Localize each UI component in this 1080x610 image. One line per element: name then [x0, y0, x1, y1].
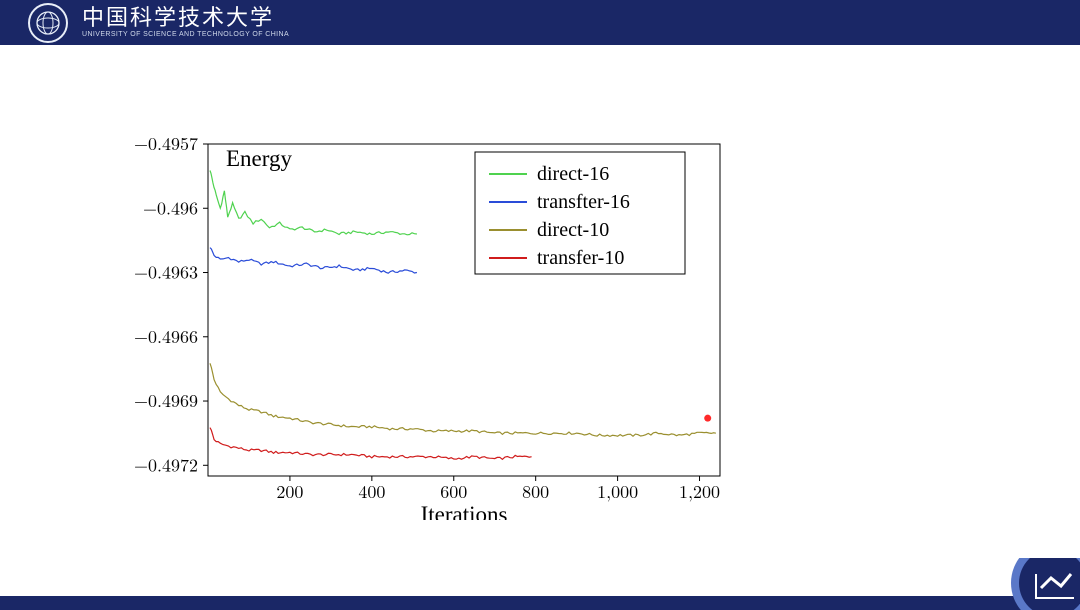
legend-label: transfer-10: [537, 247, 624, 269]
legend-label: transfter-16: [537, 191, 630, 213]
pointer-dot: [704, 415, 711, 422]
ustc-logo: [28, 3, 68, 43]
chart-xlabel: Iterations: [421, 502, 508, 520]
y-tick-label: −0.4957: [134, 131, 198, 156]
x-tick-label: 1,000: [597, 479, 638, 504]
chart-ylabel: Energy: [226, 146, 293, 171]
legend-label: direct-10: [537, 219, 609, 241]
y-tick-label: −0.4966: [134, 324, 198, 349]
y-tick-label: −0.4972: [134, 452, 198, 477]
footer-bar: [0, 596, 1080, 610]
banner-title-en: UNIVERSITY OF SCIENCE AND TECHNOLOGY OF …: [82, 31, 289, 38]
header-banner: 中国科学技术大学 UNIVERSITY OF SCIENCE AND TECHN…: [0, 0, 1080, 45]
banner-titles: 中国科学技术大学 UNIVERSITY OF SCIENCE AND TECHN…: [82, 7, 289, 38]
legend-label: direct-16: [537, 163, 609, 185]
x-tick-label: 800: [522, 479, 549, 504]
x-tick-label: 1,200: [679, 479, 720, 504]
y-tick-label: −0.4963: [134, 260, 198, 285]
y-tick-label: −0.496: [143, 195, 198, 220]
y-tick-label: −0.4969: [134, 388, 198, 413]
x-tick-label: 400: [358, 479, 385, 504]
energy-chart: 200 400 600 800 1,000 1,200 −0.4957 −0.496 −0.49…: [120, 130, 740, 520]
x-tick-label: 200: [276, 479, 303, 504]
corner-logo: [1010, 558, 1080, 610]
x-tick-label: 600: [440, 479, 467, 504]
globe-icon: [35, 10, 61, 36]
banner-title-cn: 中国科学技术大学: [82, 7, 289, 29]
